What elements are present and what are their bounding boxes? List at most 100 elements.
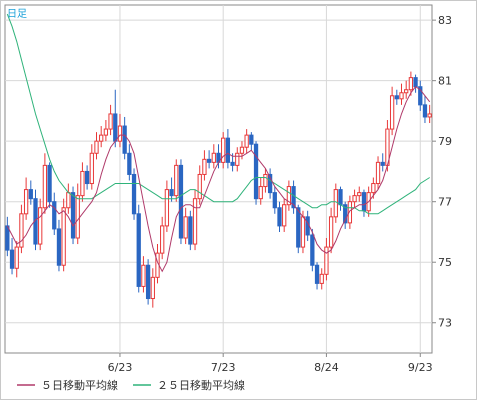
y-tick-label: 83	[438, 14, 452, 27]
candle-body	[357, 192, 362, 197]
candle-body	[272, 192, 277, 209]
candle-body	[84, 170, 90, 185]
candle-body	[206, 158, 212, 163]
candle-body	[164, 189, 170, 227]
candle-body	[399, 92, 404, 100]
candle-body	[324, 246, 329, 275]
candle-body	[192, 198, 198, 245]
y-tick-label: 79	[438, 135, 452, 148]
candle-body	[131, 173, 137, 215]
candle-body	[141, 264, 146, 287]
candle-body	[56, 228, 62, 266]
candle-body	[418, 86, 423, 106]
candle-body	[52, 201, 57, 230]
candle-body	[333, 189, 338, 218]
candle-body	[75, 195, 80, 239]
candle-body	[408, 77, 414, 91]
candle-body	[300, 216, 306, 248]
candle-body	[319, 273, 324, 284]
candle-body	[380, 161, 385, 166]
candle-body	[267, 173, 273, 194]
candle-body	[394, 95, 399, 100]
candle-body	[282, 204, 287, 227]
candle-body	[343, 204, 348, 224]
candle-body	[99, 134, 104, 142]
candle-body	[310, 234, 315, 266]
candle-body	[202, 158, 207, 175]
candle-body	[136, 213, 141, 287]
candle-body	[9, 249, 15, 269]
candle-body	[314, 264, 320, 284]
candles	[5, 71, 432, 308]
y-tick-label: 75	[438, 256, 452, 269]
candle-body	[352, 195, 357, 203]
candle-body	[70, 192, 76, 239]
candle-body	[338, 189, 343, 206]
candle-body	[296, 207, 301, 248]
candle-body	[404, 89, 409, 94]
candle-body	[183, 216, 188, 239]
candle-body	[263, 173, 268, 188]
axes: 83 81 79 77 75 73 6/23 7/23 8/24 9/23	[108, 14, 452, 374]
candle-body	[422, 104, 428, 118]
candle-body	[197, 173, 202, 200]
candle-body	[80, 170, 85, 197]
candle-body	[235, 152, 240, 166]
moving-averages	[6, 13, 431, 273]
x-tick-label: 8/24	[314, 361, 339, 374]
candle-body	[286, 186, 292, 206]
x-tick-label: 6/23	[108, 361, 133, 374]
candle-body	[14, 246, 19, 269]
legend-ma25-label: ２５日移動平均線	[157, 378, 245, 392]
candle-body	[89, 152, 94, 185]
candle-body	[375, 161, 381, 185]
candle-body	[211, 152, 216, 163]
candle-body	[127, 152, 132, 175]
grid	[4, 4, 433, 354]
candle-body	[258, 186, 263, 200]
y-tick-label: 77	[438, 196, 452, 209]
candle-body	[427, 113, 432, 118]
candle-body	[169, 189, 174, 197]
candle-body	[413, 77, 418, 88]
y-tick-label: 81	[438, 75, 452, 88]
candle-body	[249, 134, 254, 145]
candle-body	[361, 192, 367, 212]
candle-body	[42, 164, 48, 209]
legend: ５日移動平均線 ２５日移動平均線	[17, 378, 245, 392]
candle-body	[122, 125, 127, 154]
candle-body	[389, 95, 395, 130]
candle-body	[5, 225, 10, 251]
x-tick-label: 7/23	[211, 361, 236, 374]
candle-body	[328, 216, 334, 248]
candle-body	[28, 189, 33, 200]
candle-body	[160, 225, 165, 254]
candle-body	[230, 161, 235, 166]
candle-body	[23, 189, 29, 215]
candle-body	[94, 140, 99, 154]
candle-body	[113, 113, 118, 142]
candle-body	[277, 207, 282, 227]
candle-body	[239, 146, 245, 154]
candle-body	[117, 125, 123, 142]
candle-body	[188, 216, 193, 245]
candle-body	[38, 207, 43, 245]
ma5-line	[6, 86, 431, 273]
candle-body	[178, 164, 184, 239]
ma25-line	[6, 13, 430, 215]
candle-body	[225, 137, 231, 163]
candle-body	[66, 192, 71, 209]
candle-body	[108, 113, 113, 130]
candle-body	[145, 264, 151, 300]
candle-body	[150, 276, 155, 300]
plot-border	[4, 4, 433, 354]
x-tick-label: 9/23	[408, 361, 433, 374]
candle-body	[253, 143, 259, 200]
candle-body	[47, 164, 52, 203]
legend-ma5-label: ５日移動平均線	[41, 378, 118, 392]
candle-body	[61, 207, 66, 266]
candle-body	[103, 128, 109, 136]
period-label: 日足	[7, 8, 27, 20]
